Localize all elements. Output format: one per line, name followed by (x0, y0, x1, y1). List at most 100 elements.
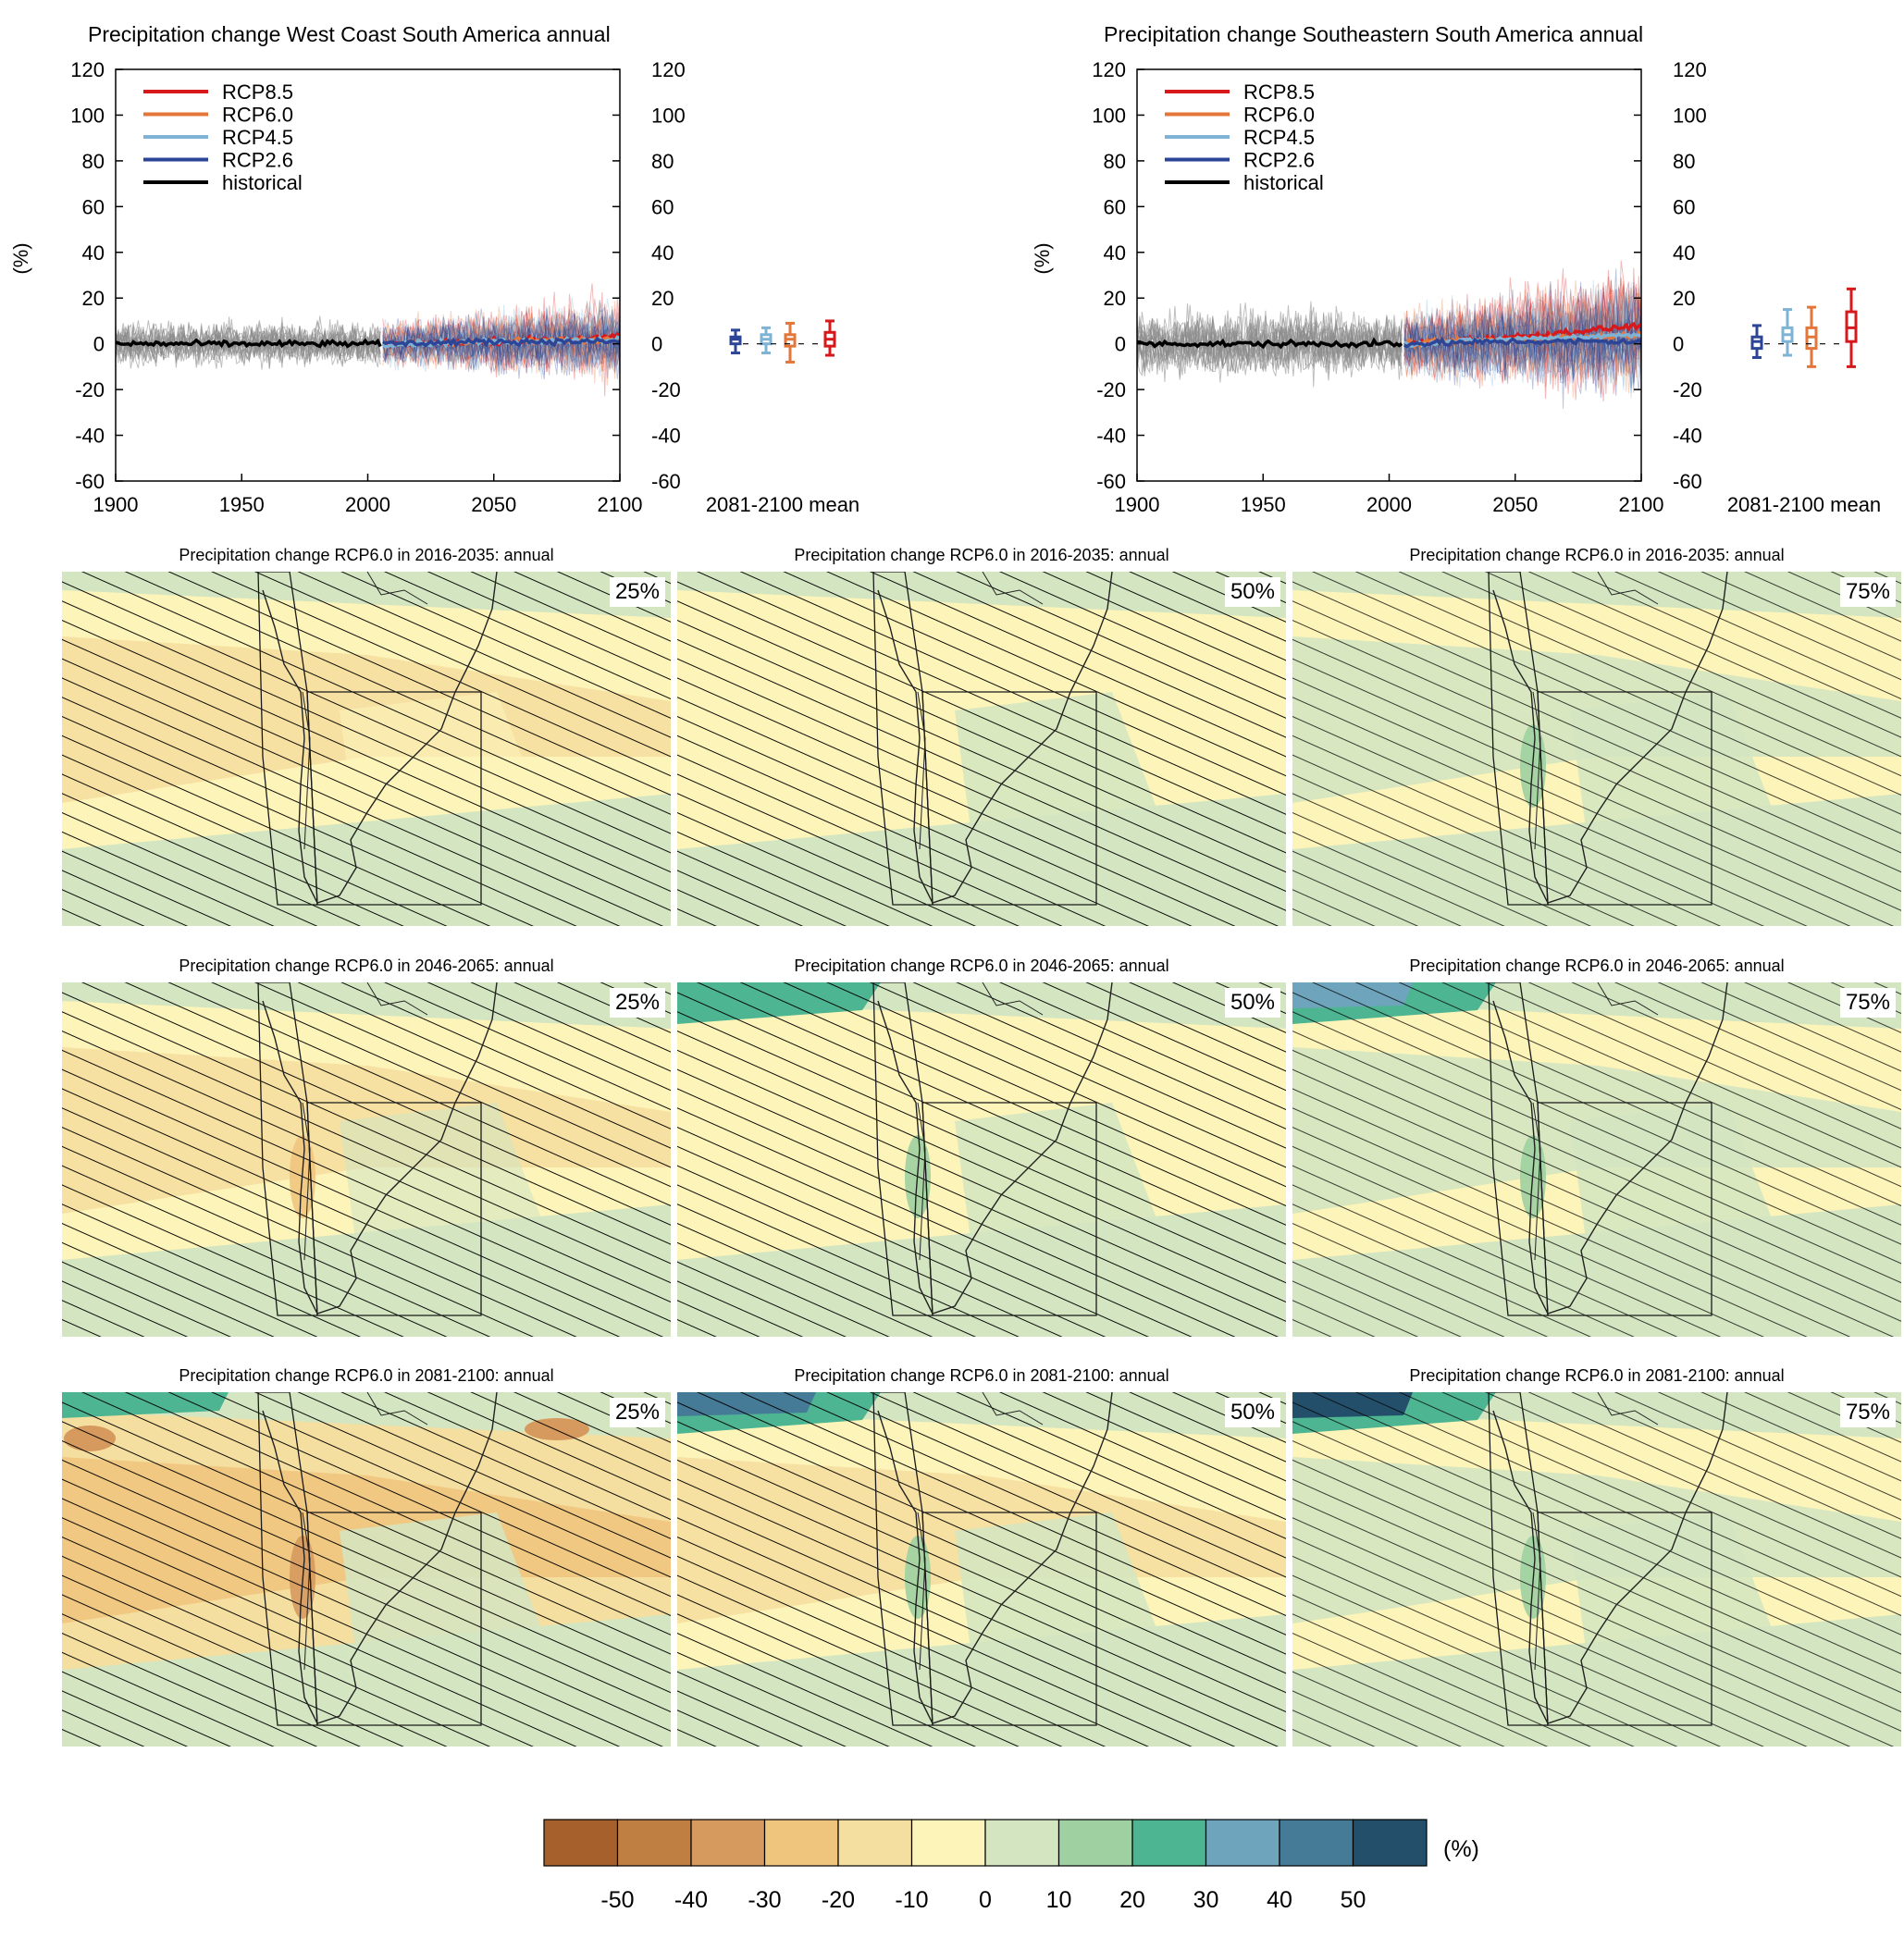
coastline-north (366, 1392, 428, 1426)
colorbar-tick-label: 20 (1119, 1887, 1145, 1913)
x-tick-label: 2100 (598, 493, 643, 516)
y-tick-label-right: 60 (1673, 195, 1695, 218)
y-tick-label-right: -60 (651, 470, 681, 493)
y-tick-label-right: 80 (651, 150, 674, 173)
scenario-member-line (382, 306, 620, 373)
series-mean-line-rcp26 (381, 336, 620, 349)
map-contour-svg (62, 572, 671, 926)
map-contour-svg (677, 572, 1286, 926)
map-hatching (62, 572, 671, 926)
colorbar-tick-label: -30 (748, 1887, 781, 1913)
x-tick-label: 1900 (1115, 493, 1160, 516)
coastline-north (982, 982, 1044, 1016)
map-hatching (1292, 572, 1901, 926)
scenario-member-line (1403, 260, 1641, 389)
colorbar-swatch (543, 1819, 619, 1867)
x-tick-label: 1950 (219, 493, 265, 516)
colorbar-swatch (1131, 1819, 1207, 1867)
scenario-member-line (1403, 293, 1641, 381)
x-tick-label: 1900 (93, 493, 139, 516)
coastline-north (366, 982, 428, 1016)
y-tick-label-left: -40 (75, 425, 105, 448)
colorbar-tick-label: -20 (822, 1887, 855, 1913)
map-title: Precipitation change RCP6.0 in 2016-2035… (794, 546, 1169, 564)
coastline (1492, 572, 1728, 904)
map-title: Precipitation change RCP6.0 in 2081-2100… (179, 1366, 554, 1385)
map-contour-svg (1292, 982, 1901, 1337)
scenario-member-line (1403, 281, 1641, 386)
y-tick-label-left: 120 (1092, 58, 1126, 81)
box-rcp45 (760, 326, 773, 355)
historical-member-line (116, 316, 381, 368)
scenario-member-line (1403, 307, 1641, 384)
x-tick-label: 2050 (1492, 493, 1538, 516)
map-panel: 25% (62, 982, 671, 1337)
plot-area (1137, 260, 1641, 409)
scenario-member-line (1403, 271, 1641, 387)
region-outline-southeastern (921, 1102, 1097, 1316)
map-panel: 75% (1292, 572, 1901, 926)
coastline (877, 1392, 1113, 1724)
colorbar: -50 -40 -30 -20 -10 0 10 20 30 40 50 (%) (543, 1819, 1479, 1913)
scenario-member-line (1403, 291, 1641, 409)
map-contour-svg (1292, 1392, 1901, 1747)
y-tick-label-right: 20 (1673, 287, 1695, 310)
map-hatching (677, 1392, 1286, 1747)
region-outline-southeastern (306, 1102, 482, 1316)
map-panel: 50% (677, 572, 1286, 926)
plot-area (116, 283, 620, 397)
plot-frame (115, 68, 621, 482)
scenario-member-line (382, 297, 620, 369)
box-rcp60 (784, 321, 797, 364)
colorbar-tick-label: 30 (1193, 1887, 1219, 1913)
colorbar-tick-label: 40 (1267, 1887, 1292, 1913)
historical-member-line (116, 323, 381, 365)
y-axis-label: (%) (9, 242, 32, 274)
legend-label: RCP8.5 (222, 80, 293, 104)
y-tick-label-right: 0 (1673, 333, 1684, 356)
scenario-member-line (1403, 289, 1641, 389)
y-tick-label-right: -40 (1673, 425, 1702, 448)
percentile-label: 25% (609, 1398, 665, 1427)
legend-label: RCP4.5 (222, 126, 293, 149)
y-tick-label-left: -60 (1096, 470, 1126, 493)
scenario-member-line (382, 311, 620, 374)
box-rcp85 (1845, 287, 1858, 368)
scenario-member-line (382, 300, 620, 379)
y-axis-label: (%) (1031, 242, 1054, 274)
region-outline-southeastern (1537, 691, 1712, 906)
scenario-member-line (1403, 267, 1641, 389)
legend-label: RCP2.6 (1243, 149, 1315, 172)
plot-frame (1136, 68, 1642, 482)
map-hatching (62, 982, 671, 1337)
map-hatching (677, 572, 1286, 926)
map-title: Precipitation change RCP6.0 in 2081-2100… (1409, 1366, 1785, 1385)
map-hatching (62, 1392, 671, 1747)
colorbar-tick-label: 50 (1341, 1887, 1366, 1913)
colorbar-tick-label: 10 (1046, 1887, 1072, 1913)
y-tick-label-right: 120 (1673, 58, 1707, 81)
map-title: Precipitation change RCP6.0 in 2016-2035… (1409, 546, 1785, 564)
y-tick-label-left: -20 (1096, 378, 1126, 401)
scenario-member-line (1403, 289, 1641, 393)
map-title: Precipitation change RCP6.0 in 2046-2065… (1409, 957, 1785, 975)
y-tick-label-right: 0 (651, 333, 662, 356)
box-rcp45 (1781, 308, 1794, 357)
x-tick-label: 2000 (1366, 493, 1412, 516)
y-tick-label-left: 40 (82, 241, 105, 265)
y-tick-label-left: 60 (1104, 195, 1126, 218)
map-contour-svg (1292, 572, 1901, 926)
map-hatching (1292, 1392, 1901, 1747)
colorbar-swatch (837, 1819, 913, 1867)
percentile-label: 75% (1839, 988, 1896, 1018)
legend-label: RCP2.6 (222, 149, 293, 172)
percentile-label: 25% (609, 988, 665, 1018)
coastline (877, 572, 1113, 904)
map-contour-svg (677, 982, 1286, 1337)
percentile-label: 75% (1839, 1398, 1896, 1427)
y-tick-label-right: -20 (651, 378, 681, 401)
scenario-member-line (1403, 282, 1641, 383)
box-rcp26 (729, 328, 742, 355)
scenario-member-line (1403, 302, 1641, 394)
region-outline-southeastern (1537, 1512, 1712, 1726)
